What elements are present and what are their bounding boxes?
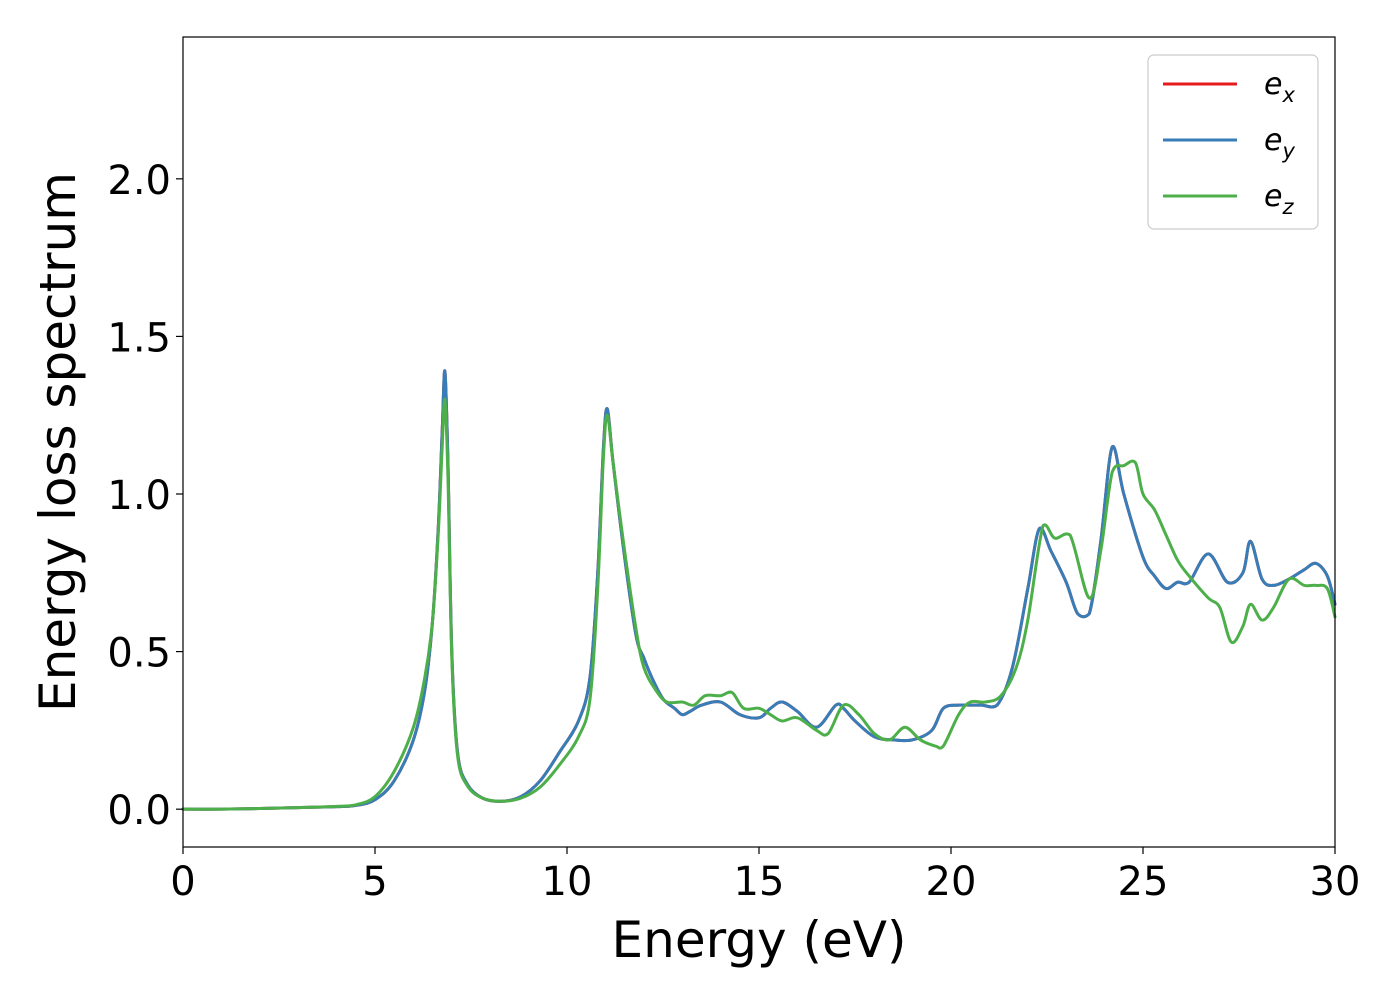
x-tick-label: 5	[362, 859, 387, 905]
series-line-z	[181, 397, 1337, 811]
y-tick-label: 0.5	[107, 631, 171, 677]
y-axis-label: Energy loss spectrum	[29, 172, 87, 712]
x-tick-label: 0	[170, 859, 195, 905]
series-layer	[181, 369, 1337, 811]
legend-label-subscript: z	[1281, 195, 1294, 219]
legend-label-x: ex	[1264, 67, 1295, 107]
legend-label-subscript: y	[1281, 139, 1295, 163]
x-tick-label: 25	[1118, 859, 1169, 905]
y-tick-label: 2.0	[107, 158, 171, 204]
x-tick-label: 15	[734, 859, 785, 905]
y-tick-label: 1.5	[107, 315, 171, 361]
x-tick-label: 30	[1310, 859, 1361, 905]
legend-label-base: e	[1264, 67, 1282, 102]
legend-label-subscript: x	[1281, 83, 1295, 107]
legend-label-base: e	[1264, 179, 1282, 214]
y-tick-label: 1.0	[107, 473, 171, 519]
x-tick-label: 10	[542, 859, 593, 905]
tick-layer: 0 5 10 15 20 25 30 0.0 0.5 1.0 1.5 2.0	[107, 158, 1360, 905]
y-tick-label: 0.0	[107, 788, 171, 834]
legend-box	[1147, 54, 1319, 230]
x-tick-label: 20	[926, 859, 977, 905]
legend-label-y: ey	[1264, 123, 1295, 163]
legend-label-z: ez	[1264, 179, 1294, 219]
x-axis-label: Energy (eV)	[612, 911, 907, 969]
legend-label-base: e	[1264, 123, 1282, 158]
